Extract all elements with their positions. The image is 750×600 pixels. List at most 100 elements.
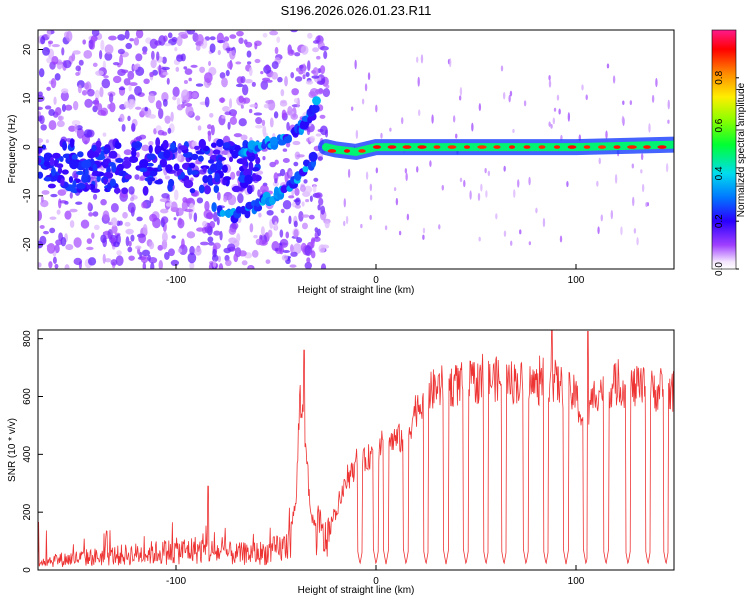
spectrogram-chirp-blob xyxy=(299,120,309,130)
spectrogram-noise-blob xyxy=(199,241,209,246)
spectrogram-noise-blob xyxy=(207,124,212,130)
spectrogram-cluster-blob xyxy=(222,142,231,149)
spectrogram-noise-blob xyxy=(44,105,52,110)
snr-y-ticks: 0 200 400 600 800 xyxy=(22,330,43,573)
spectrogram-noise-blob xyxy=(238,95,244,103)
spectrogram-noise-blob xyxy=(253,234,258,239)
spectrogram-noise-blob xyxy=(55,239,63,246)
spectrogram-noise-blob xyxy=(86,238,93,244)
spectrogram-streak xyxy=(398,230,402,236)
spectrogram-cluster-blob xyxy=(229,156,234,163)
spectrogram-noise-blob xyxy=(301,214,310,218)
spectrogram-ridge-peak xyxy=(583,145,591,149)
spectrogram-noise-blob xyxy=(229,116,238,125)
spectrogram-streak xyxy=(535,207,538,214)
colorbar: 0.0 0.2 0.4 0.6 0.8 Normalized spectral ampl… xyxy=(711,29,747,276)
spectrogram-cluster-blob xyxy=(131,142,141,149)
spectrogram-cluster-blob xyxy=(165,164,173,173)
spectrogram-noise-blob xyxy=(161,216,169,224)
spectrogram-noise-blob xyxy=(195,115,201,121)
spectrogram-streak xyxy=(469,190,472,200)
spectrogram-noise-blob xyxy=(128,255,135,261)
spectrogram-noise-blob xyxy=(92,211,99,217)
spectrogram-noise-blob xyxy=(262,156,266,161)
spectrogram-noise-blob xyxy=(279,100,288,107)
spectrogram-noise-blob xyxy=(225,259,232,267)
spectrogram-noise-blob xyxy=(175,66,180,72)
spectrogram-noise-blob xyxy=(46,30,51,38)
spectrogram-noise-blob xyxy=(216,217,220,226)
spectrogram-x-tick-label: 0 xyxy=(373,275,379,286)
spectrogram-noise-blob xyxy=(156,51,160,61)
spectrogram-cluster-blob xyxy=(57,166,63,175)
spectrogram-cluster-blob xyxy=(149,177,156,182)
spectrogram-noise-blob xyxy=(123,149,132,156)
spectrogram-streak xyxy=(548,121,551,127)
spectrogram-noise-blob xyxy=(158,64,162,75)
spectrogram-streak xyxy=(354,59,357,70)
spectrogram-noise-blob xyxy=(108,35,117,41)
spectrogram-noise-blob xyxy=(217,191,221,201)
spectrogram-cluster-blob xyxy=(251,167,260,172)
spectrogram-y-tick-label: -10 xyxy=(22,188,33,203)
spectrogram-streak xyxy=(441,184,444,191)
spectrogram-ridge-peak xyxy=(493,145,501,149)
snr-y-tick-label: 600 xyxy=(22,388,33,405)
spectrogram-streak xyxy=(633,227,637,234)
spectrogram-noise-blob xyxy=(91,232,95,239)
spectrogram-noise-blob xyxy=(159,198,168,203)
spectrogram-noise-blob xyxy=(82,39,87,45)
spectrogram-noise-blob xyxy=(312,47,319,53)
spectrogram-y-ticks: -20 -10 0 10 20 xyxy=(22,44,43,252)
spectrogram-noise-blob xyxy=(65,30,73,42)
spectrogram-y-tick-label: 0 xyxy=(22,144,33,150)
spectrogram-cluster-blob xyxy=(52,152,61,159)
spectrogram-noise-blob xyxy=(127,246,133,253)
spectrogram-cluster-blob xyxy=(202,175,209,184)
spectrogram-noise-blob xyxy=(38,142,42,147)
spectrogram-noise-blob xyxy=(207,131,212,142)
spectrogram-noise-blob xyxy=(140,255,149,264)
spectrogram-ridge-peak xyxy=(657,145,667,149)
spectrogram-cluster-blob xyxy=(86,184,92,190)
spectrogram-noise-blob xyxy=(292,243,302,255)
spectrogram-noise-blob xyxy=(58,198,62,209)
spectrogram-noise-blob xyxy=(176,152,182,162)
spectrogram-cluster-blob xyxy=(139,167,148,173)
spectrogram-noise-blob xyxy=(124,221,131,227)
spectrogram-noise-blob xyxy=(305,80,314,85)
spectrogram-noise-blob xyxy=(135,53,143,62)
spectrogram-ridge-peak xyxy=(447,145,457,149)
spectrogram-noise-blob xyxy=(184,102,193,107)
spectrogram-streak xyxy=(648,123,651,133)
spectrogram-ridge-peak xyxy=(387,145,397,149)
spectrogram-noise-blob xyxy=(204,72,213,84)
spectrogram-noise-blob xyxy=(64,210,72,220)
spectrogram-noise-blob xyxy=(315,133,322,137)
spectrogram-noise-blob xyxy=(319,46,329,51)
spectrogram-noise-blob xyxy=(305,71,310,77)
spectrogram-cluster-blob xyxy=(146,153,157,161)
spectrogram-streak xyxy=(343,198,346,208)
spectrogram-streak xyxy=(361,98,365,105)
spectrogram-noise-blob xyxy=(183,80,188,85)
spectrogram-noise-blob xyxy=(125,42,133,50)
spectrogram-streak xyxy=(405,172,408,182)
spectrogram-y-tick-label: 10 xyxy=(22,92,33,104)
spectrogram-noise-blob xyxy=(38,106,43,111)
spectrogram-noise-blob xyxy=(46,244,55,248)
spectrogram-noise-blob xyxy=(68,125,76,132)
spectrogram-noise-blob xyxy=(102,210,110,221)
spectrogram-noise-blob xyxy=(317,156,323,161)
spectrogram-noise-blob xyxy=(69,192,73,199)
spectrogram-streak xyxy=(478,103,482,112)
spectrogram-noise-blob xyxy=(248,266,253,269)
spectrogram-noise-blob xyxy=(290,30,298,33)
spectrogram-streak xyxy=(552,117,556,125)
spectrogram-noise-blob xyxy=(129,196,135,202)
spectrogram-noise-blob xyxy=(125,228,134,235)
spectrogram-streak xyxy=(600,214,603,222)
spectrogram-noise-blob xyxy=(213,230,221,236)
spectrogram-noise-blob xyxy=(133,37,140,46)
spectrogram-cluster-blob xyxy=(210,142,217,148)
